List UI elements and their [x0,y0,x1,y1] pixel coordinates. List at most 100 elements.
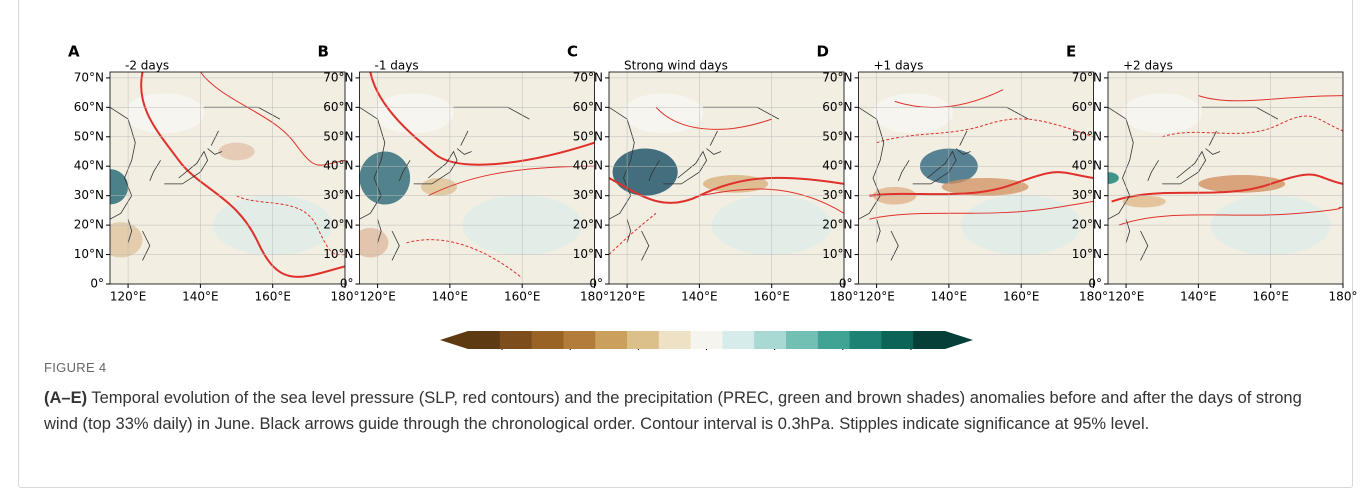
colorbar-segment [531,331,564,349]
slp-contour [140,72,345,278]
y-tick-label: 40°N [573,159,603,173]
y-tick-label: 10°N [74,247,104,261]
colorbar-segment [786,331,819,349]
y-tick-label: 0° [839,277,853,291]
slp-contour [699,188,844,214]
caption: FIGURE 4 (A–E) Temporal evolution of the… [44,360,1339,437]
y-tick-label: 40°N [74,159,104,173]
y-tick-label: 30°N [822,188,852,202]
x-tick-label: 120°E [1108,290,1145,304]
colorbar-segment [722,331,755,349]
panel-letter: A [68,43,80,61]
x-tick-label: 180° [1079,290,1108,304]
y-tick-label: 70°N [74,70,104,84]
shade [872,93,953,134]
y-tick-label: 40°N [323,159,353,173]
y-tick-label: 70°N [822,70,852,84]
x-tick-label: 120°E [609,290,646,304]
y-tick-label: 40°N [1072,159,1102,173]
precip-blob [941,178,1029,196]
y-tick-label: 30°N [74,188,104,202]
x-tick-label: 140°E [182,290,219,304]
y-tick-label: 20°N [822,218,852,232]
caption-heading: FIGURE 4 [44,360,107,375]
y-tick-label: 50°N [573,129,603,143]
slp-contour [236,195,345,256]
y-tick-label: 70°N [323,70,353,84]
precip-blob [359,228,389,258]
x-tick-label: 140°E [432,290,469,304]
x-tick-label: 160°E [504,290,541,304]
y-tick-label: 60°N [323,100,353,114]
y-tick-label: 60°N [74,100,104,114]
x-tick-label: 140°E [1180,290,1217,304]
caption-text: Temporal evolution of the sea level pres… [44,389,1302,433]
map-panel [110,72,345,284]
slp-contour [876,118,1094,144]
slp-contour [427,165,595,197]
colorbar-segment [849,331,882,349]
colorbar-segment [881,331,914,349]
y-tick-label: 50°N [323,129,353,143]
colorbar-segment [817,331,851,349]
slp-contour [1198,95,1343,102]
y-tick-label: 50°N [74,129,104,143]
precip-blob [1198,175,1286,193]
x-tick-label: 120°E [359,290,396,304]
y-tick-label: 30°N [1072,188,1102,202]
map-border [109,71,346,285]
x-tick-label: 180° [580,290,609,304]
y-tick-label: 50°N [822,129,852,143]
x-tick-label: 180° [1329,290,1358,304]
panel-title: +1 days [874,59,924,73]
x-tick-label: 180° [331,290,360,304]
x-tick-label: 160°E [1252,290,1289,304]
slp-contour [869,171,1094,197]
map-border [858,71,1094,285]
map-border [1107,71,1344,285]
panel-letter: B [318,43,329,61]
colorbar-segment [468,331,501,349]
slp-contour [1162,115,1343,138]
x-tick-label: 120°E [110,290,147,304]
map-panel [609,72,844,284]
colorbar-segment [563,331,596,349]
y-tick-label: 20°N [573,218,603,232]
x-tick-label: 180° [830,290,859,304]
map-panel [359,72,595,284]
figure: 120°E 140°E 160°E 180°0°10°N20°N30°N40°N50°… [68,43,1358,350]
colorbar-segment [690,331,723,349]
y-tick-label: 70°N [573,70,603,84]
slp-contour [869,200,1094,220]
y-tick-label: 10°N [822,247,852,261]
y-tick-label: 10°N [323,247,353,261]
colorbar-segment [499,331,533,349]
x-tick-label: 160°E [753,290,790,304]
slp-contour [1111,173,1343,203]
y-tick-label: 0° [589,277,603,291]
precip-blob [1108,172,1119,184]
shade [1122,93,1203,134]
y-tick-label: 40°N [822,159,852,173]
slp-contour [199,72,345,166]
slp-contour [655,106,772,130]
colorbar-segment [627,331,660,349]
caption-body: (A–E) Temporal evolution of the sea leve… [44,385,1339,437]
slp-contour [369,72,595,166]
precip-blob [612,148,678,196]
shade [124,93,205,134]
precip-blob [218,142,255,161]
x-tick-label: 160°E [254,290,291,304]
y-tick-label: 10°N [1072,247,1102,261]
panel-letter: E [1066,43,1076,61]
shade [373,93,454,134]
precip-blob [110,222,143,258]
map-border [608,71,845,285]
y-tick-label: 20°N [74,218,104,232]
slp-contour [1118,206,1343,226]
y-tick-label: 50°N [1072,129,1102,143]
panel-title: -1 days [375,59,419,73]
x-tick-label: 120°E [858,290,895,304]
caption-label: (A–E) [44,389,88,407]
